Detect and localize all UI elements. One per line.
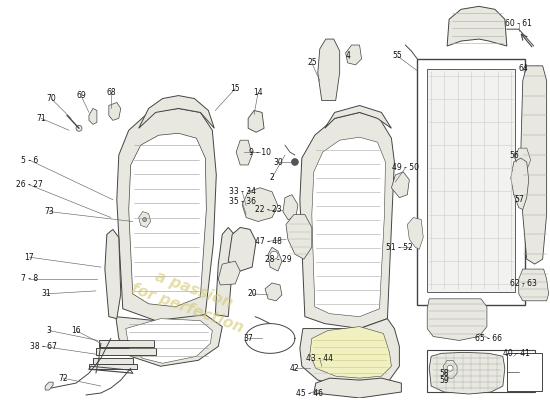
Text: 47 - 48: 47 - 48 xyxy=(255,237,282,246)
Text: 26 - 27: 26 - 27 xyxy=(16,180,42,189)
Text: 37: 37 xyxy=(243,334,253,343)
Bar xyxy=(96,348,156,355)
Text: 38 - 67: 38 - 67 xyxy=(30,342,57,351)
Polygon shape xyxy=(392,172,409,198)
Bar xyxy=(507,353,542,391)
Polygon shape xyxy=(242,188,278,222)
Polygon shape xyxy=(126,319,212,363)
Text: 73: 73 xyxy=(44,207,54,216)
Text: 55: 55 xyxy=(393,52,402,60)
Text: 20: 20 xyxy=(248,289,257,298)
Polygon shape xyxy=(443,360,457,378)
Polygon shape xyxy=(519,269,548,301)
Text: 56: 56 xyxy=(509,150,519,160)
Text: 62 - 63: 62 - 63 xyxy=(510,280,537,288)
Text: 15: 15 xyxy=(230,84,240,93)
Polygon shape xyxy=(300,112,394,328)
Text: 7 - 8: 7 - 8 xyxy=(21,274,38,284)
Text: 14: 14 xyxy=(253,88,263,97)
Polygon shape xyxy=(139,96,214,128)
Circle shape xyxy=(292,158,299,166)
Polygon shape xyxy=(105,230,121,319)
Text: 51 - 52: 51 - 52 xyxy=(386,243,412,252)
Polygon shape xyxy=(215,228,234,317)
Circle shape xyxy=(76,125,82,131)
Text: 43 - 44: 43 - 44 xyxy=(306,354,333,363)
Bar xyxy=(417,59,525,305)
Polygon shape xyxy=(109,102,121,120)
Text: 60 - 61: 60 - 61 xyxy=(505,19,532,28)
Text: 3: 3 xyxy=(47,326,52,335)
Text: 17: 17 xyxy=(24,253,34,262)
Text: 5 - 6: 5 - 6 xyxy=(20,156,38,164)
Text: 35 - 36: 35 - 36 xyxy=(229,197,256,206)
Text: 70: 70 xyxy=(46,94,56,103)
Text: 59: 59 xyxy=(439,376,449,385)
Text: 68: 68 xyxy=(106,88,116,97)
Polygon shape xyxy=(89,108,97,124)
Text: 42: 42 xyxy=(290,364,300,373)
Polygon shape xyxy=(408,218,424,249)
Polygon shape xyxy=(310,326,392,378)
Polygon shape xyxy=(236,140,252,165)
Text: 57: 57 xyxy=(514,195,524,204)
Text: a passion
for perfection: a passion for perfection xyxy=(129,262,252,336)
Polygon shape xyxy=(139,212,151,228)
Polygon shape xyxy=(511,158,529,210)
Text: 30: 30 xyxy=(273,158,283,166)
Polygon shape xyxy=(324,106,392,128)
Text: 33 - 34: 33 - 34 xyxy=(229,187,256,196)
Text: 28 - 29: 28 - 29 xyxy=(265,255,292,264)
Bar xyxy=(427,69,515,292)
Text: 71: 71 xyxy=(36,114,46,123)
Bar xyxy=(427,350,535,392)
Circle shape xyxy=(447,365,453,371)
Polygon shape xyxy=(521,66,547,264)
Polygon shape xyxy=(429,352,505,394)
Text: 49 - 50: 49 - 50 xyxy=(392,164,419,172)
Bar xyxy=(89,364,137,369)
Text: 2: 2 xyxy=(270,173,274,182)
Text: 69: 69 xyxy=(76,91,86,100)
Polygon shape xyxy=(447,6,507,46)
Polygon shape xyxy=(318,39,340,100)
Text: 45 - 46: 45 - 46 xyxy=(296,388,323,398)
Polygon shape xyxy=(116,315,222,366)
Text: 22 - 23: 22 - 23 xyxy=(255,205,282,214)
Text: 31: 31 xyxy=(41,289,51,298)
Polygon shape xyxy=(129,133,206,307)
Polygon shape xyxy=(268,247,282,271)
Polygon shape xyxy=(45,382,53,390)
Polygon shape xyxy=(117,108,216,324)
Text: 58: 58 xyxy=(439,369,449,378)
Text: 72: 72 xyxy=(58,374,68,383)
Text: 16: 16 xyxy=(71,326,81,335)
Text: 25: 25 xyxy=(307,58,317,67)
Polygon shape xyxy=(286,214,312,259)
Polygon shape xyxy=(300,319,399,386)
Text: 9 - 10: 9 - 10 xyxy=(249,148,271,156)
Polygon shape xyxy=(228,228,256,271)
Polygon shape xyxy=(345,45,361,65)
Polygon shape xyxy=(265,283,282,301)
Polygon shape xyxy=(248,110,264,132)
Circle shape xyxy=(142,218,147,222)
Text: 64: 64 xyxy=(519,64,529,73)
Text: 4: 4 xyxy=(345,52,350,60)
Polygon shape xyxy=(515,148,531,170)
Bar xyxy=(93,358,133,364)
Polygon shape xyxy=(427,299,487,340)
Polygon shape xyxy=(283,195,298,220)
Bar xyxy=(99,340,153,347)
Text: 65 - 66: 65 - 66 xyxy=(475,334,502,343)
Text: 40 - 41: 40 - 41 xyxy=(503,349,530,358)
Polygon shape xyxy=(314,378,402,398)
Polygon shape xyxy=(218,261,240,285)
Circle shape xyxy=(270,251,278,259)
Polygon shape xyxy=(312,137,386,317)
